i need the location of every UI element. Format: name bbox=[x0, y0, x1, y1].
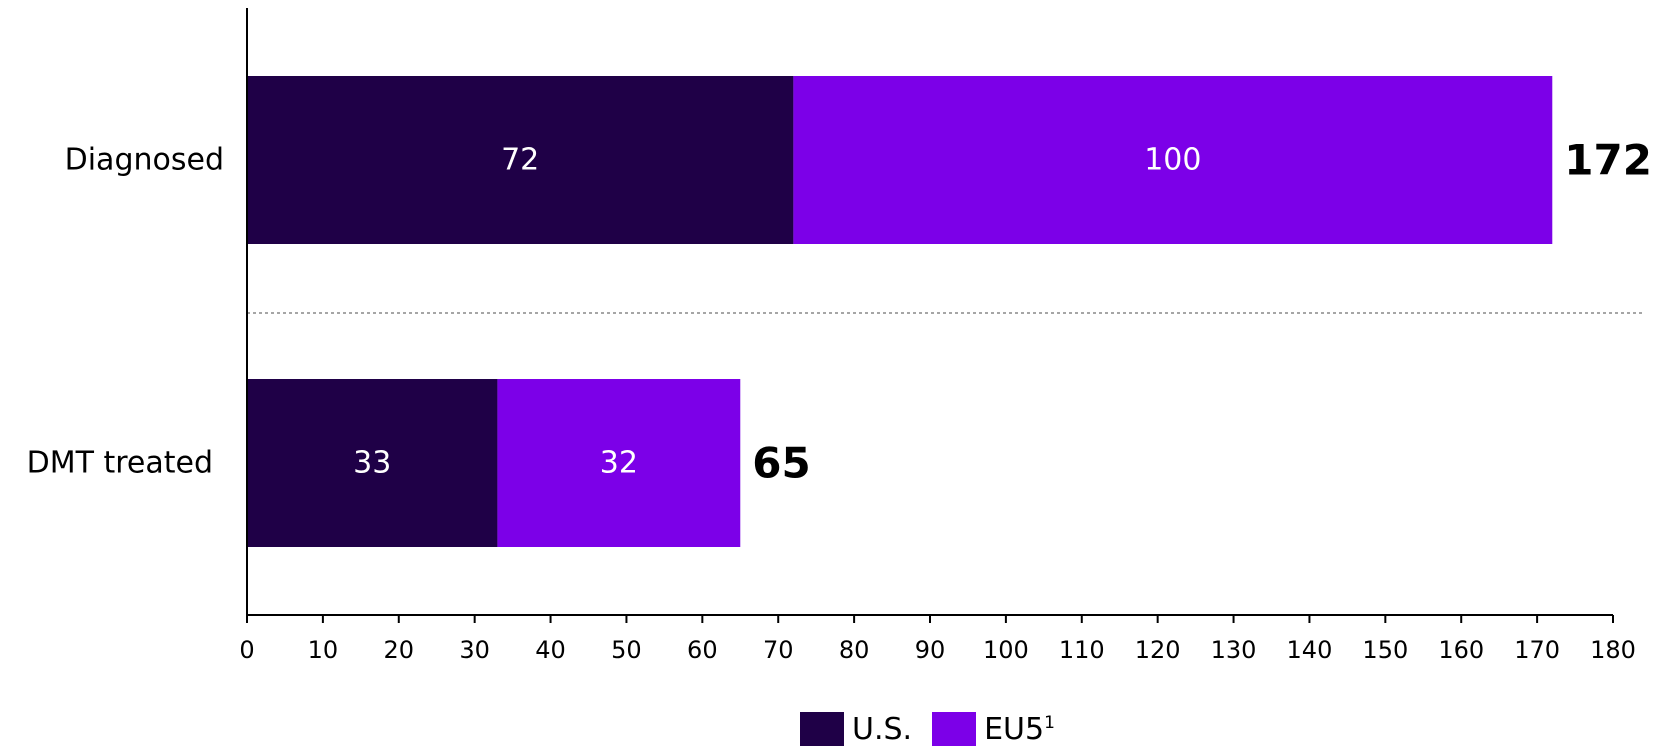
x-tick-label: 100 bbox=[983, 636, 1029, 664]
stacked-bar-chart: 72 100 33 32 172 65 Diagnosed DMT treated 0 10… bbox=[27, 8, 1652, 664]
bar-segment bbox=[247, 379, 498, 547]
x-tick-label: 140 bbox=[1287, 636, 1333, 664]
x-tick-label: 60 bbox=[687, 636, 718, 664]
x-tick-label: 70 bbox=[763, 636, 794, 664]
x-tick-label: 0 bbox=[239, 636, 254, 664]
segment-labels-group: 72 100 33 32 bbox=[353, 143, 1201, 481]
legend-item-us: U.S. bbox=[800, 712, 912, 747]
bars-group bbox=[247, 76, 1553, 547]
bar-segment bbox=[497, 379, 741, 547]
legend-swatch-eu5 bbox=[932, 712, 977, 746]
bar-value-label: 100 bbox=[1144, 143, 1201, 178]
x-tick-label: 180 bbox=[1590, 636, 1636, 664]
bar-value-label: 33 bbox=[353, 446, 391, 481]
x-tick-label: 160 bbox=[1438, 636, 1484, 664]
legend-label-eu5-text: EU5 bbox=[984, 711, 1045, 747]
x-tick-label: 50 bbox=[611, 636, 642, 664]
ticks-group: 0 10 20 30 40 50 60 70 80 90 100 110 120 130 140 150 160… bbox=[239, 615, 1636, 664]
category-label: Diagnosed bbox=[65, 143, 224, 178]
x-tick-label: 40 bbox=[535, 636, 566, 664]
legend-label-eu5-footnote: 1 bbox=[1044, 712, 1055, 733]
x-tick-label: 170 bbox=[1514, 636, 1560, 664]
legend-item-eu5: EU51 bbox=[932, 712, 1055, 747]
x-tick-label: 150 bbox=[1362, 636, 1408, 664]
bar-total-label: 65 bbox=[752, 439, 810, 488]
legend-label-us: U.S. bbox=[852, 711, 913, 747]
x-tick-label: 80 bbox=[839, 636, 870, 664]
x-tick-label: 30 bbox=[459, 636, 490, 664]
x-tick-label: 90 bbox=[915, 636, 946, 664]
legend-swatch-us bbox=[800, 712, 844, 746]
x-tick-label: 110 bbox=[1059, 636, 1105, 664]
legend-label-eu5: EU51 bbox=[984, 712, 1055, 747]
x-tick-label: 20 bbox=[384, 636, 415, 664]
category-labels-group: Diagnosed DMT treated bbox=[27, 143, 224, 481]
totals-group: 172 65 bbox=[752, 136, 1652, 488]
legend: U.S. EU51 bbox=[800, 711, 1075, 747]
bar-value-label: 32 bbox=[600, 446, 638, 481]
bar-value-label: 72 bbox=[501, 143, 539, 178]
bar-segment bbox=[247, 76, 794, 244]
bar-segment bbox=[793, 76, 1553, 244]
category-label: DMT treated bbox=[27, 446, 213, 481]
x-tick-label: 10 bbox=[308, 636, 339, 664]
x-tick-label: 130 bbox=[1211, 636, 1257, 664]
x-tick-label: 120 bbox=[1135, 636, 1181, 664]
bar-total-label: 172 bbox=[1564, 136, 1652, 185]
